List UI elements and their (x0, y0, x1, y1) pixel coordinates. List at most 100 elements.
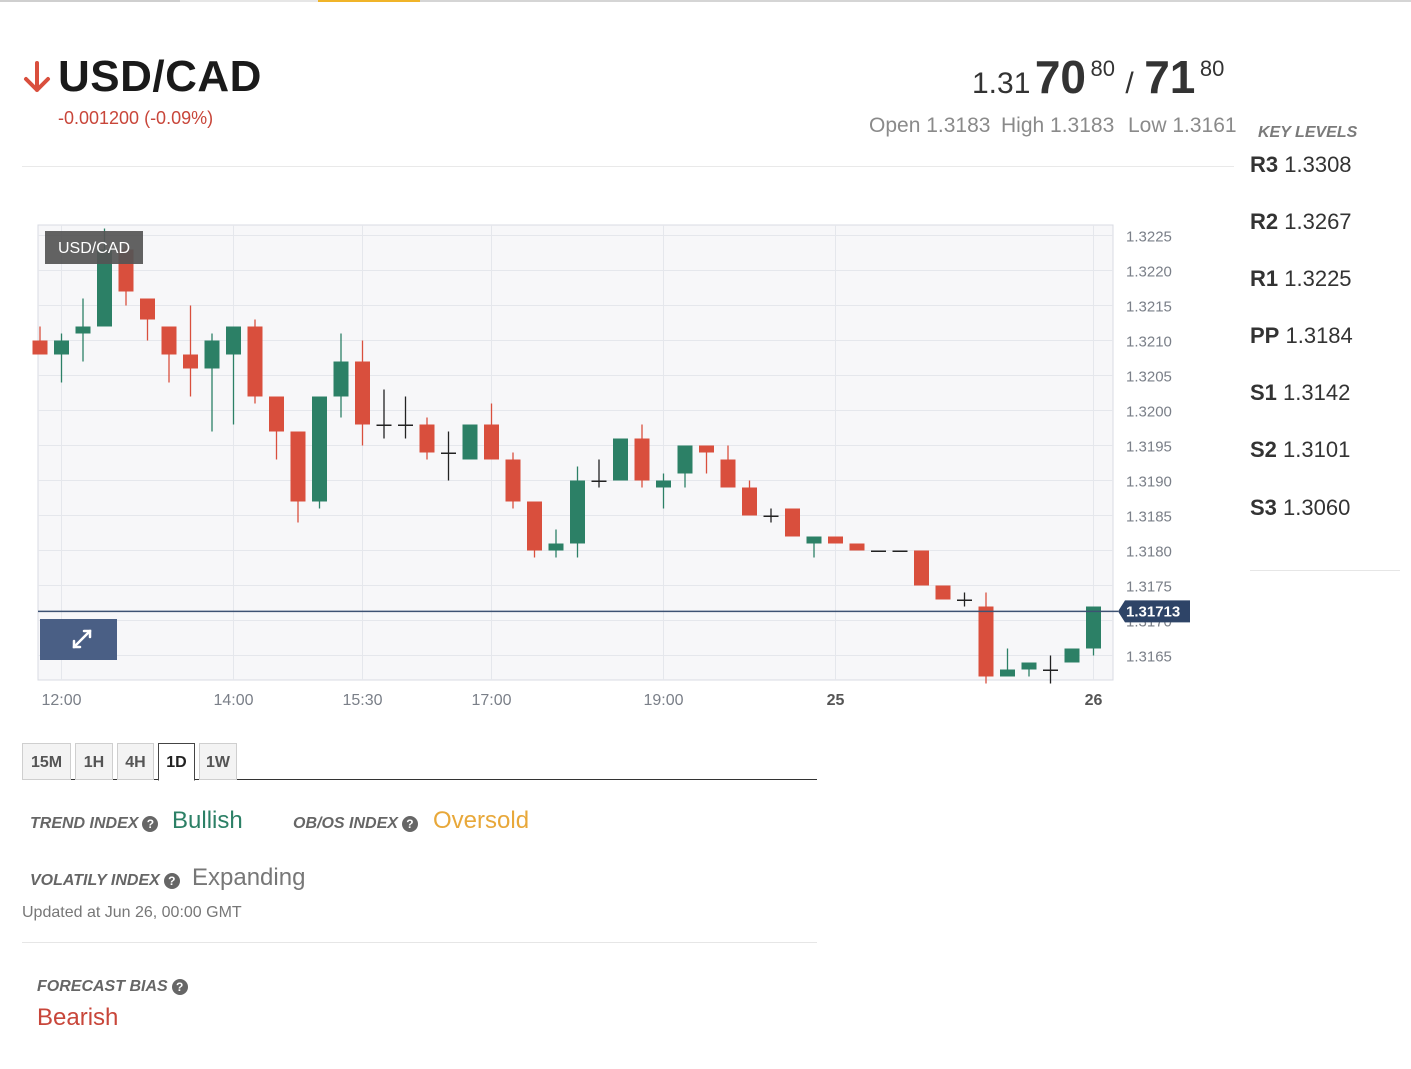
candle (634, 424, 650, 488)
key-level-name: PP (1250, 323, 1280, 348)
candle (226, 326, 241, 425)
candle (763, 508, 779, 523)
key-level-pp: PP 1.3184 (1250, 323, 1353, 349)
candle (32, 326, 48, 355)
help-icon[interactable]: ? (171, 979, 188, 995)
x-axis-ticks: 12:00 14:00 15:30 17:00 19:00 25 26 (41, 692, 1102, 709)
candle (441, 431, 456, 481)
forecast-bias-label: FORECAST BIAS? (37, 978, 188, 996)
y-tick-label: 1.3200 (1126, 404, 1172, 421)
candle (312, 396, 327, 509)
y-tick-label: 1.3210 (1126, 334, 1172, 351)
candle-body (720, 459, 736, 488)
top-border-segment (0, 0, 180, 2)
help-icon[interactable]: ? (163, 873, 180, 889)
candle (871, 550, 886, 552)
candle-body (183, 354, 198, 369)
candle (398, 396, 413, 439)
x-tick-label: 26 (1085, 692, 1103, 709)
chart-grid (38, 225, 1113, 680)
key-level-value: 1.3060 (1283, 495, 1351, 520)
expand-icon[interactable] (72, 629, 92, 649)
high-price: High 1.3183 (1001, 114, 1115, 137)
candle (828, 536, 843, 544)
candle (462, 424, 478, 460)
top-border-segment (420, 0, 1411, 2)
candle (1000, 648, 1015, 677)
tab-15m[interactable]: 15M (22, 743, 71, 780)
y-axis-ticks: 1.3225 1.3220 1.3215 1.3210 1.3205 1.3200 1.31… (1126, 229, 1172, 666)
obos-index-label: OB/OS INDEX? (293, 815, 418, 833)
candle (720, 445, 736, 488)
divider (22, 942, 817, 943)
key-level-value: 1.3101 (1283, 437, 1351, 462)
candle-body (204, 340, 220, 369)
candle (140, 298, 155, 341)
trend-index-label: TREND INDEX? (30, 815, 159, 833)
obos-index-value: Oversold (433, 807, 530, 834)
candle (914, 550, 929, 586)
expand-chart-button[interactable] (40, 619, 117, 660)
ask-fraction: 80 (1199, 56, 1225, 81)
key-level-value: 1.3308 (1284, 152, 1352, 177)
key-level-value: 1.3184 (1285, 323, 1353, 348)
help-icon[interactable]: ? (401, 816, 418, 832)
candle (527, 501, 542, 558)
tab-4h[interactable]: 4H (117, 743, 154, 780)
candlestick-chart[interactable]: 1.3225 1.3220 1.3215 1.3210 1.3205 1.3200 1.31… (0, 0, 1240, 720)
candle-body (441, 452, 456, 454)
key-level-s3: S3 1.3060 (1250, 495, 1350, 521)
bid-prefix: 1.31 (972, 67, 1031, 100)
tab-1w[interactable]: 1W (199, 743, 237, 780)
key-level-name: R2 (1250, 209, 1279, 234)
tab-1h[interactable]: 1H (75, 743, 113, 780)
expand-button-bg[interactable] (40, 619, 117, 660)
candle (290, 431, 306, 523)
ask-pips: 71 (1144, 51, 1196, 103)
candle (785, 508, 800, 537)
tab-1d[interactable]: 1D (158, 743, 195, 781)
candle (333, 333, 349, 418)
candle-body (312, 396, 327, 502)
candle (570, 466, 585, 558)
candle (677, 445, 693, 488)
candle-body (677, 445, 693, 474)
candle (355, 340, 370, 446)
candle-body (247, 326, 263, 397)
candle (1086, 606, 1101, 656)
key-level-name: R3 (1250, 152, 1279, 177)
key-level-s2: S2 1.3101 (1250, 437, 1350, 463)
low-price: Low 1.3161 (1128, 114, 1237, 137)
candle-body (591, 480, 607, 482)
candle-body (871, 550, 886, 552)
y-tick-label: 1.3190 (1126, 474, 1172, 491)
candle-body (742, 487, 757, 516)
candle (892, 550, 908, 552)
y-tick-label: 1.3180 (1126, 544, 1172, 561)
candle (376, 389, 392, 439)
candle-body (634, 438, 650, 481)
y-tick-label: 1.3175 (1126, 579, 1172, 596)
candle-body (484, 424, 499, 460)
forecast-bias-label-text: FORECAST BIAS (37, 978, 168, 995)
candle (548, 529, 564, 558)
top-border (0, 0, 1411, 2)
key-levels-panel: KEY LEVELS R3 1.3308 R2 1.3267 R1 1.3225… (1250, 124, 1400, 571)
key-level-value: 1.3225 (1284, 266, 1352, 291)
y-tick-label: 1.3220 (1126, 264, 1172, 281)
candle-body (828, 536, 843, 544)
chart-symbol-tag-bg (45, 231, 143, 264)
price-change: -0.001200 (-0.09%) (58, 108, 214, 128)
key-level-name: S1 (1250, 380, 1277, 405)
instrument-title: USD/CAD (58, 52, 262, 101)
x-tick-label: 14:00 (213, 692, 253, 709)
candle-body (656, 480, 671, 488)
help-icon[interactable]: ? (142, 816, 159, 832)
key-level-name: S2 (1250, 437, 1277, 462)
candle (935, 585, 951, 600)
candle-body (140, 298, 155, 320)
candle-body (226, 326, 241, 355)
x-tick-label: 17:00 (471, 692, 511, 709)
candle (54, 333, 69, 383)
candle (699, 445, 714, 474)
